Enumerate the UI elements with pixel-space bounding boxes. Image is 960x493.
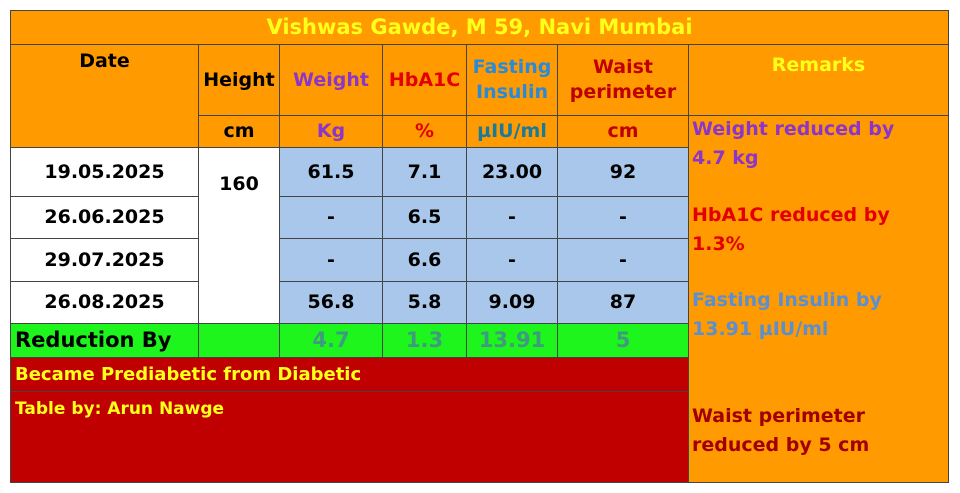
value-text: 7.1 — [407, 160, 442, 183]
date: 29.07.2025 — [10, 238, 199, 282]
unit: % — [382, 115, 467, 148]
reduction-value-text: 13.91 — [478, 327, 546, 352]
value: 23.00 — [466, 147, 558, 197]
unit: µIU/ml — [466, 115, 558, 148]
unit: Kg — [279, 115, 383, 148]
value: - — [279, 238, 383, 282]
header: Weight — [279, 44, 383, 116]
value-text: - — [508, 206, 516, 229]
reduction-label-text: Reduction By — [15, 327, 172, 352]
header: Fasting Insulin — [466, 44, 558, 116]
value: - — [466, 196, 558, 239]
credit-text: Table by: Arun Nawge — [15, 399, 225, 419]
height-value-text: 160 — [219, 173, 259, 195]
remarks-header-text: Remarks — [771, 54, 866, 76]
date-text: 19.05.2025 — [44, 160, 165, 183]
header: HbA1C — [382, 44, 467, 116]
value: - — [557, 196, 689, 239]
title-text: Vishwas Gawde, M 59, Navi Mumbai — [266, 14, 693, 39]
reduction-label: Reduction By — [10, 323, 199, 358]
remark-line: 1.3% — [692, 233, 745, 255]
value: 6.5 — [382, 196, 467, 239]
date: 26.08.2025 — [10, 281, 199, 324]
unit-text: cm — [223, 120, 255, 143]
header: Height — [198, 44, 280, 116]
note: Became Prediabetic from Diabetic — [10, 357, 689, 392]
value-text: - — [508, 248, 516, 271]
note-text: Became Prediabetic from Diabetic — [15, 363, 362, 385]
header-text: Height — [203, 68, 275, 91]
value: - — [557, 238, 689, 282]
remark-line: Fasting Insulin by — [692, 289, 882, 311]
header-text: Waist perimeter — [569, 56, 677, 103]
value-text: - — [619, 248, 627, 271]
value: 56.8 — [279, 281, 383, 324]
value: - — [466, 238, 558, 282]
value-text: - — [619, 206, 627, 229]
date-text: 26.08.2025 — [44, 291, 165, 314]
date: 26.06.2025 — [10, 196, 199, 239]
value-text: - — [327, 206, 335, 229]
value-text: - — [327, 248, 335, 271]
unit-text: cm — [607, 120, 639, 143]
value-text: 56.8 — [307, 291, 355, 314]
remark-line: 13.91 µIU/ml — [692, 318, 829, 340]
remark-line: Weight reduced by — [692, 118, 895, 140]
reduction-value-text: 1.3 — [405, 327, 444, 352]
credit: Table by: Arun Nawge — [10, 391, 689, 483]
header-text: Fasting Insulin — [472, 56, 552, 103]
unit: cm — [198, 115, 280, 148]
reduction-value: 5 — [557, 323, 689, 358]
reduction-value-text: 5 — [615, 327, 631, 352]
reduction-blank — [198, 323, 280, 358]
value-text: 92 — [609, 160, 637, 183]
date-text: 29.07.2025 — [44, 248, 165, 271]
value-text: 9.09 — [488, 291, 536, 314]
unit: cm — [557, 115, 689, 148]
unit-text: % — [414, 120, 435, 143]
header-text: Date — [79, 50, 130, 72]
value: 5.8 — [382, 281, 467, 324]
header-text: Weight — [293, 68, 369, 91]
value: 7.1 — [382, 147, 467, 197]
header-text: HbA1C — [388, 68, 461, 91]
value: 6.6 — [382, 238, 467, 282]
reduction-value: 13.91 — [466, 323, 558, 358]
remarks-header: Remarks — [688, 44, 949, 116]
remark-line: reduced by 5 cm — [692, 434, 870, 456]
remark-line: HbA1C reduced by — [692, 204, 890, 226]
value-text: 61.5 — [307, 160, 355, 183]
value: 92 — [557, 147, 689, 197]
remark-line: Waist perimeter — [692, 405, 866, 427]
remark-line: 4.7 kg — [692, 147, 759, 169]
value-text: 5.8 — [407, 291, 442, 314]
reduction-value: 4.7 — [279, 323, 383, 358]
value: 9.09 — [466, 281, 558, 324]
height-value: 160 — [198, 147, 280, 324]
header: Date — [10, 44, 199, 148]
value-text: 6.6 — [407, 248, 442, 271]
header: Waist perimeter — [557, 44, 689, 116]
value: - — [279, 196, 383, 239]
unit-text: µIU/ml — [477, 120, 547, 143]
date-text: 26.06.2025 — [44, 206, 165, 229]
date: 19.05.2025 — [10, 147, 199, 197]
remarks-area — [688, 115, 949, 483]
value-text: 23.00 — [481, 160, 543, 183]
value-text: 87 — [609, 291, 637, 314]
reduction-value: 1.3 — [382, 323, 467, 358]
unit-text: Kg — [316, 120, 346, 143]
title: Vishwas Gawde, M 59, Navi Mumbai — [10, 10, 949, 45]
value: 61.5 — [279, 147, 383, 197]
value-text: 6.5 — [407, 206, 442, 229]
value: 87 — [557, 281, 689, 324]
reduction-value-text: 4.7 — [312, 327, 350, 352]
